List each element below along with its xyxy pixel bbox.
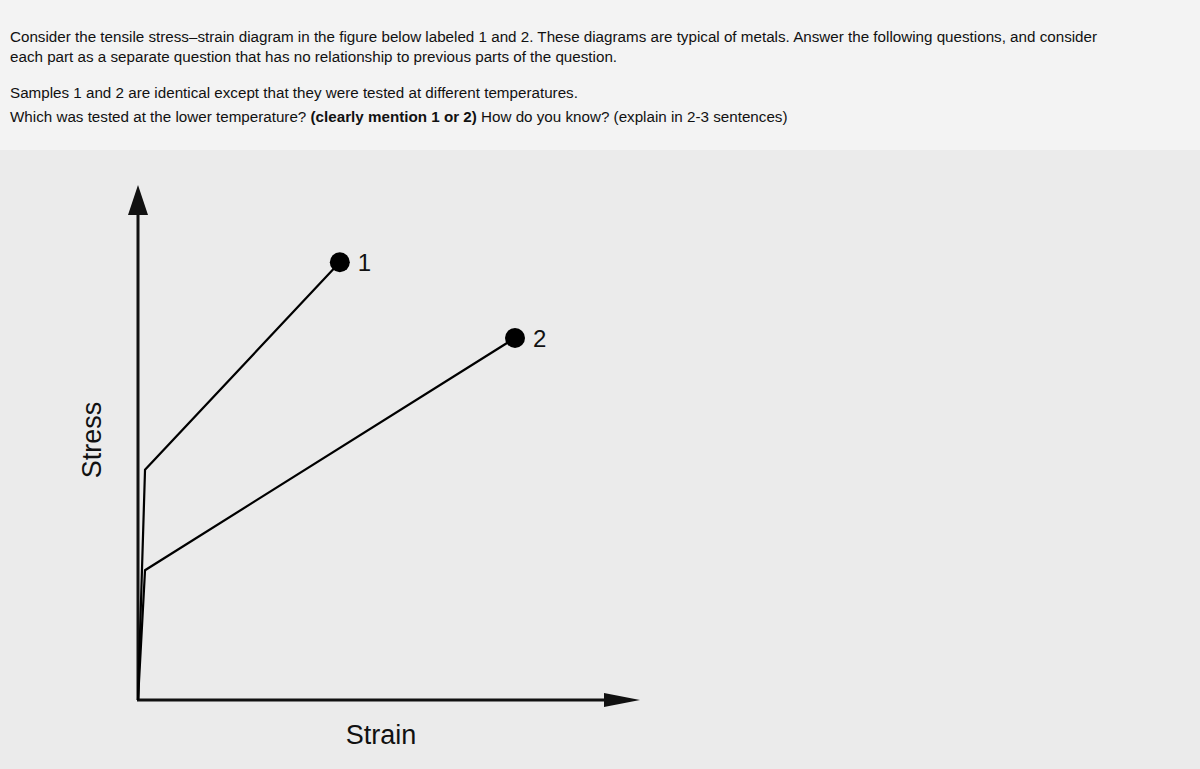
question-panel xyxy=(0,0,1200,150)
series-label: 2 xyxy=(533,325,546,352)
series-line xyxy=(138,262,340,700)
y-axis xyxy=(137,199,140,700)
plot-area xyxy=(138,252,525,700)
page: Consider the tensile stress–strain diagr… xyxy=(0,0,1200,769)
prompt-part: How do you know? (explain in 2-3 sentenc… xyxy=(477,108,788,125)
x-axis-arrow xyxy=(604,693,640,707)
intro-line: each part as a separate question that ha… xyxy=(10,48,617,65)
context: Samples 1 and 2 are identical except tha… xyxy=(10,84,578,101)
series-label: 1 xyxy=(358,249,371,276)
y-axis-label: Stress xyxy=(77,402,107,479)
series-line xyxy=(138,338,515,700)
series-labels: 12 xyxy=(358,249,547,352)
background xyxy=(0,0,1200,769)
prompt-part: Which was tested at the lower temperatur… xyxy=(10,108,311,125)
fracture-point xyxy=(505,328,525,348)
fracture-point xyxy=(330,252,350,272)
y-axis-arrow xyxy=(128,185,148,215)
prompt-part: (clearly mention 1 or 2) xyxy=(311,108,477,125)
x-axis-label: Strain xyxy=(346,720,417,750)
prompt: Which was tested at the lower temperatur… xyxy=(10,108,787,125)
intro-line: Consider the tensile stress–strain diagr… xyxy=(10,28,1097,45)
x-axis xyxy=(137,699,626,702)
